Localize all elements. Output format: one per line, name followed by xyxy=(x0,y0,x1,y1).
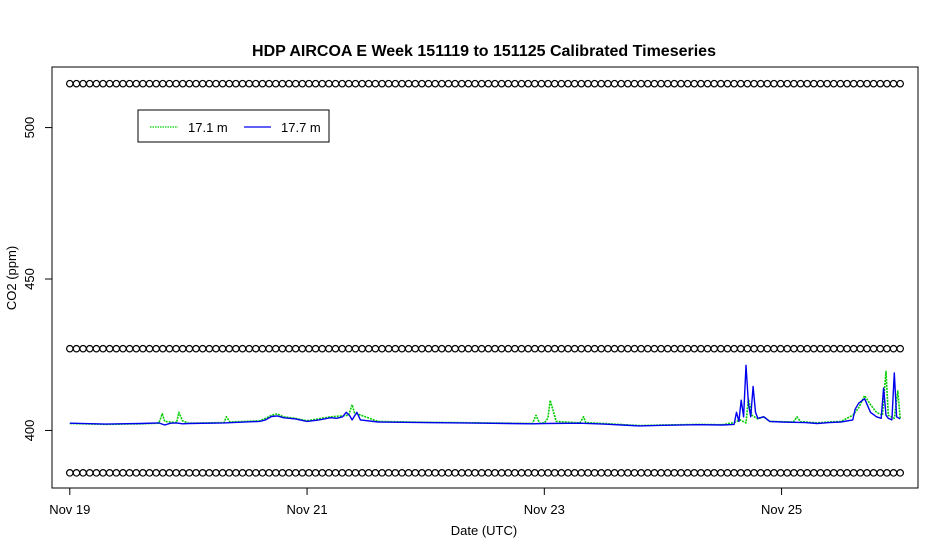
y-axis-label: CO2 (ppm) xyxy=(4,246,19,310)
marker-point xyxy=(896,469,905,477)
y-tick-label: 500 xyxy=(22,117,37,139)
x-tick-label: Nov 23 xyxy=(524,502,565,517)
x-tick-label: Nov 19 xyxy=(49,502,90,517)
x-axis-label: Date (UTC) xyxy=(451,523,517,538)
x-axis: Nov 19 Nov 21 Nov 23 Nov 25 xyxy=(49,488,802,517)
series-line-17-7-m xyxy=(69,364,901,427)
legend-label-17-7m: 17.7 m xyxy=(281,120,321,135)
x-tick-label: Nov 21 xyxy=(286,502,327,517)
marker-point xyxy=(896,344,905,353)
plot-data-layer xyxy=(65,79,905,477)
legend-label-17-1m: 17.1 m xyxy=(188,120,228,135)
marker-point xyxy=(896,79,905,88)
plot-area-frame xyxy=(51,66,919,489)
legend-box xyxy=(137,109,330,143)
x-tick-label: Nov 25 xyxy=(761,502,802,517)
chart-title: HDP AIRCOA E Week 151119 to 151125 Calib… xyxy=(252,43,716,60)
y-axis: 400 450 500 xyxy=(22,117,52,442)
y-tick-label: 400 xyxy=(22,420,37,442)
y-tick-label: 450 xyxy=(22,268,37,290)
legend: 17.1 m 17.7 m xyxy=(137,109,330,143)
